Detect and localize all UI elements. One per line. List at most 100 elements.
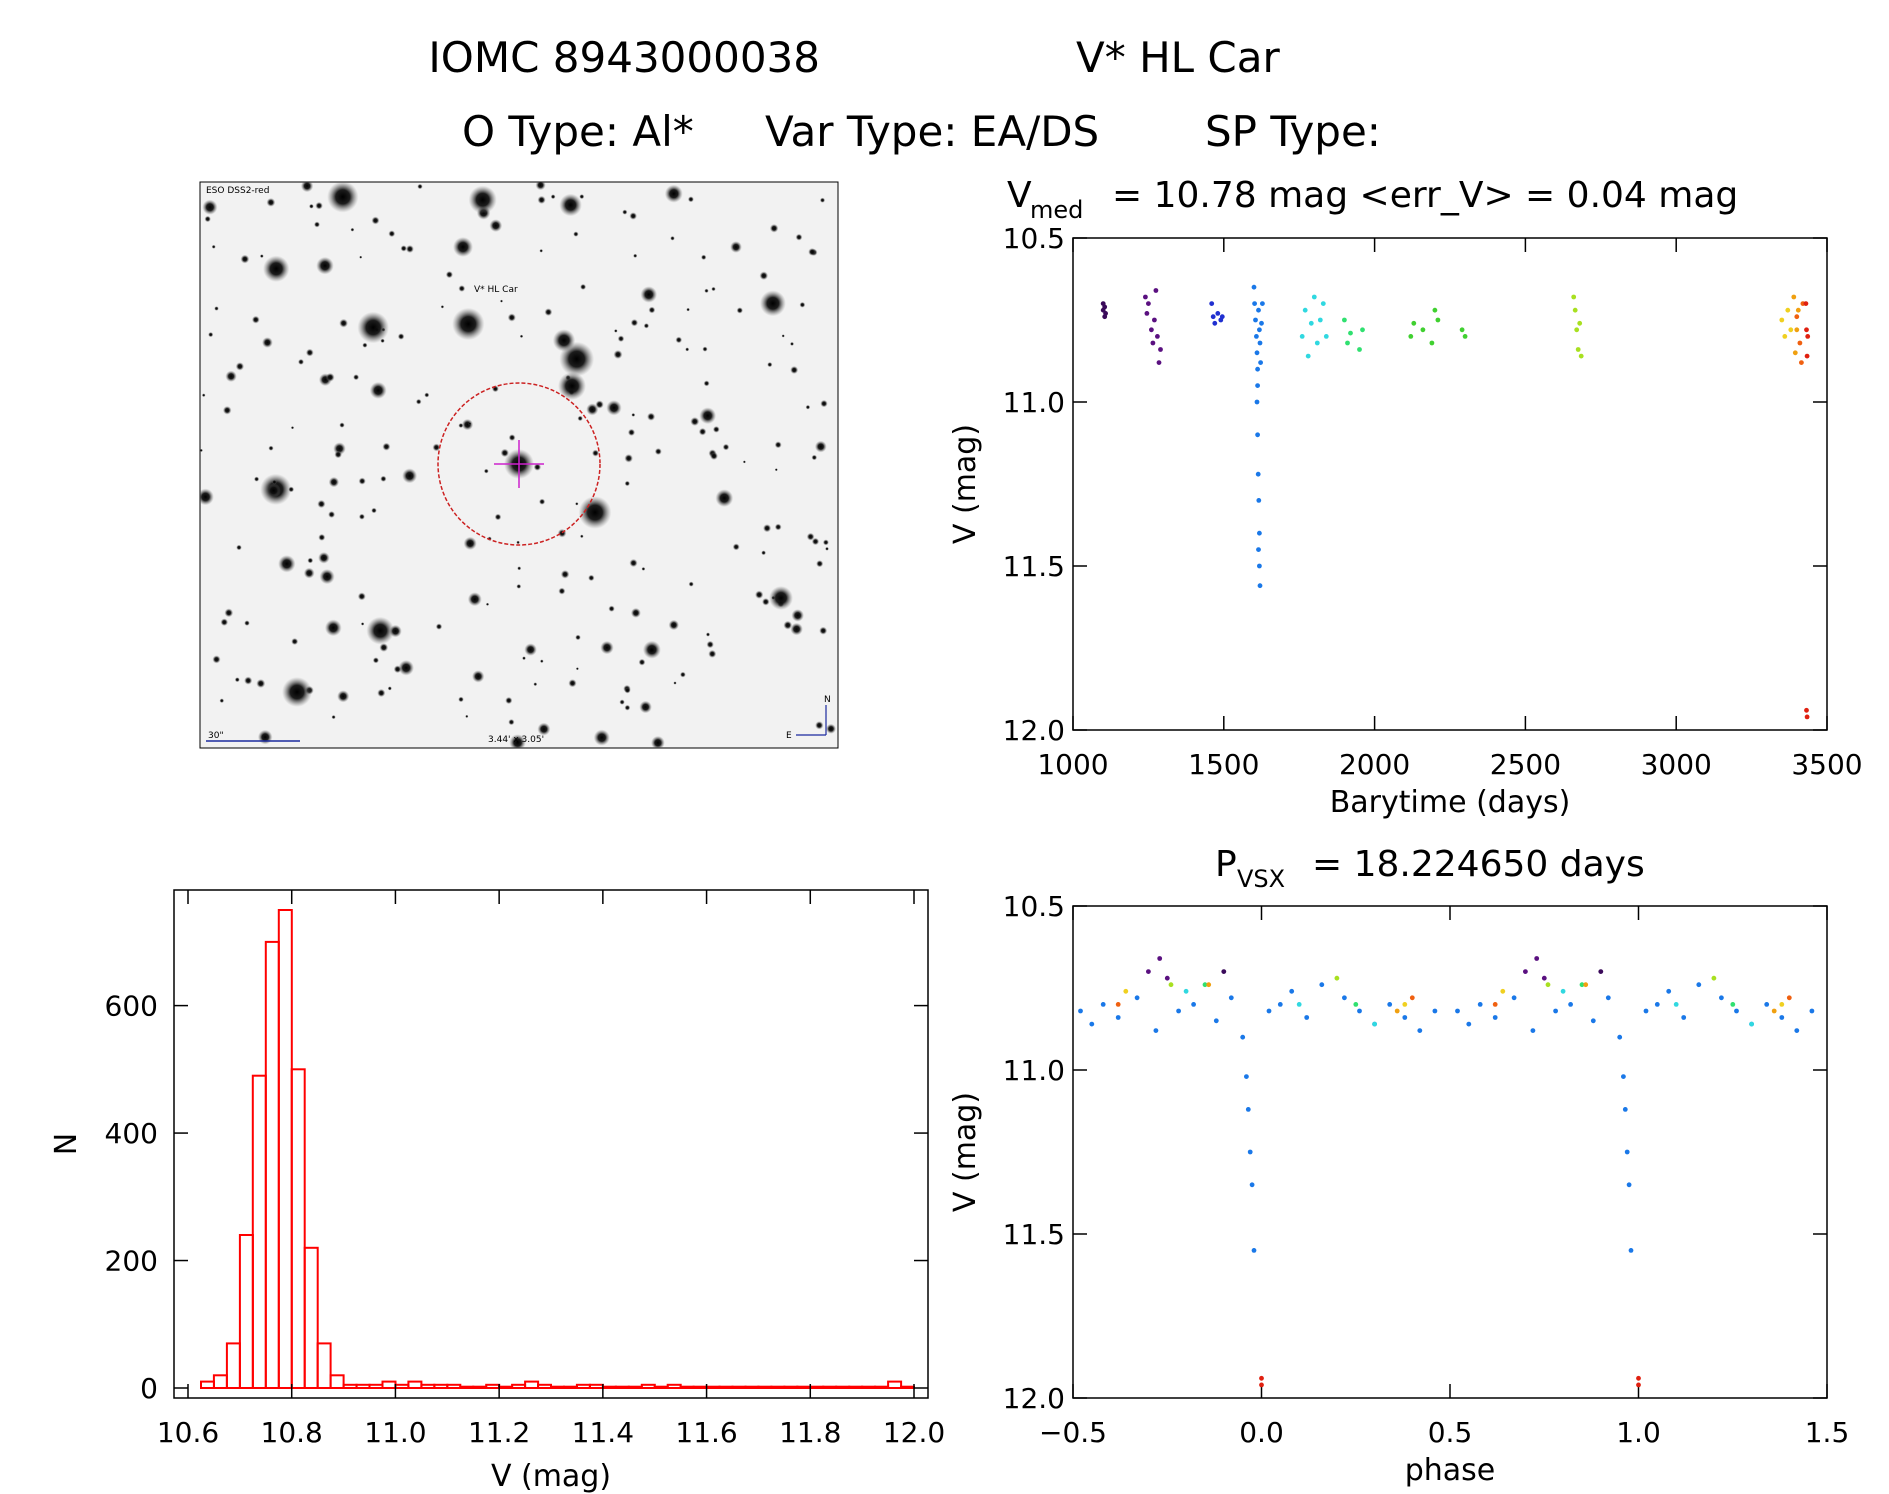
phase-point [1621,1074,1626,1079]
lightcurve-point [1254,334,1259,339]
finder-star [762,598,770,606]
phase-point [1251,1248,1257,1253]
lightcurve-point [1792,350,1798,356]
finder-star [630,319,639,327]
histogram-x-tick-label: 10.6 [157,1416,219,1449]
finder-star [537,722,551,736]
lightcurve-point [1314,340,1320,346]
finder-star [516,584,522,589]
finder-star [617,335,625,343]
finder-star [712,426,720,433]
finder-star [704,288,709,293]
lightcurve-point [1795,307,1801,313]
histogram-bar [601,1385,617,1389]
phase-point [1477,1002,1483,1007]
finder-star [318,552,330,564]
finder-star [452,307,485,341]
finder-star [790,341,794,346]
finder-star [339,422,345,428]
histogram-y-tick-label: 400 [105,1117,158,1150]
lightcurve-point [1435,317,1441,323]
histogram-bar [614,1385,630,1389]
histogram-bar [537,1383,552,1390]
finder-star [593,729,610,746]
lightcurve-point [1215,311,1221,316]
histogram-bar [887,1380,903,1389]
lightcurve-point [1788,327,1794,333]
finder-star [458,696,464,703]
finder-star [208,332,214,338]
finder-star [577,415,583,422]
phase-y-tick-label: 12.0 [1003,1382,1065,1415]
finder-star [359,255,363,259]
finder-star [244,676,253,685]
lightcurve-point [1251,284,1257,290]
histogram-bar [485,1383,501,1390]
finder-star [371,507,377,514]
finder-star [774,523,782,531]
finder-star [774,441,782,449]
finder-star [808,248,816,256]
phase-point [1534,956,1540,961]
finder-star [445,271,453,279]
lightcurve-point [1254,350,1260,356]
scale-bar-label: 30" [208,731,224,741]
finder-star [820,399,828,408]
phase-point [1228,995,1234,1001]
lightcurve-point [1209,301,1215,306]
finder-star [814,440,827,453]
finder-star [325,372,335,382]
finder-star [580,283,587,290]
finder-star [641,567,646,571]
phase-point [1277,1002,1283,1007]
histogram-bar [524,1380,540,1389]
phase-point [1089,1021,1095,1027]
lightcurve-point [1577,320,1583,326]
histogram-bar [809,1385,825,1389]
finder-star [638,658,646,666]
lightcurve-point [1785,307,1791,313]
finder-star [458,423,464,428]
finder-star [244,620,250,626]
finder-star [711,286,716,292]
finder-star [815,721,824,730]
phase-point [1183,988,1189,994]
finder-star [262,337,273,348]
lightcurve-point [1459,327,1465,333]
finder-star [559,193,582,217]
finder-star [575,667,579,671]
lightcurve-point [1805,334,1811,339]
finder-star [675,336,683,344]
finder-star [307,557,314,564]
finder-star [592,449,599,457]
finder-star [651,735,665,748]
finder-star [759,271,769,281]
finder-star [472,670,485,683]
histogram-bar [588,1383,604,1390]
finder-star [622,209,628,215]
finder-star [509,734,526,748]
finder-star [389,624,402,638]
finder-star [266,198,276,207]
finder-star [377,688,386,698]
aperture-circle [437,382,601,546]
finder-star [334,450,343,459]
histogram-bar [705,1385,721,1389]
histogram-bar [511,1383,527,1390]
finder-star [673,681,677,685]
finder-star [314,221,320,228]
lightcurve-point [1360,327,1365,333]
finder-star [539,249,543,253]
histogram-bar [303,1246,319,1390]
phase-point [1590,1018,1596,1024]
phase-y-tick-label: 11.5 [1003,1218,1065,1251]
lightcurve-x-tick-label: 3000 [1641,748,1712,781]
finder-star [703,380,710,387]
histogram-bar [459,1385,475,1389]
lightcurve-point [1150,340,1156,346]
histogram-bar [550,1385,565,1389]
phase-point [1605,995,1611,1001]
finder-star [680,671,686,678]
finder-star [755,590,764,599]
phase-point [1598,969,1604,974]
